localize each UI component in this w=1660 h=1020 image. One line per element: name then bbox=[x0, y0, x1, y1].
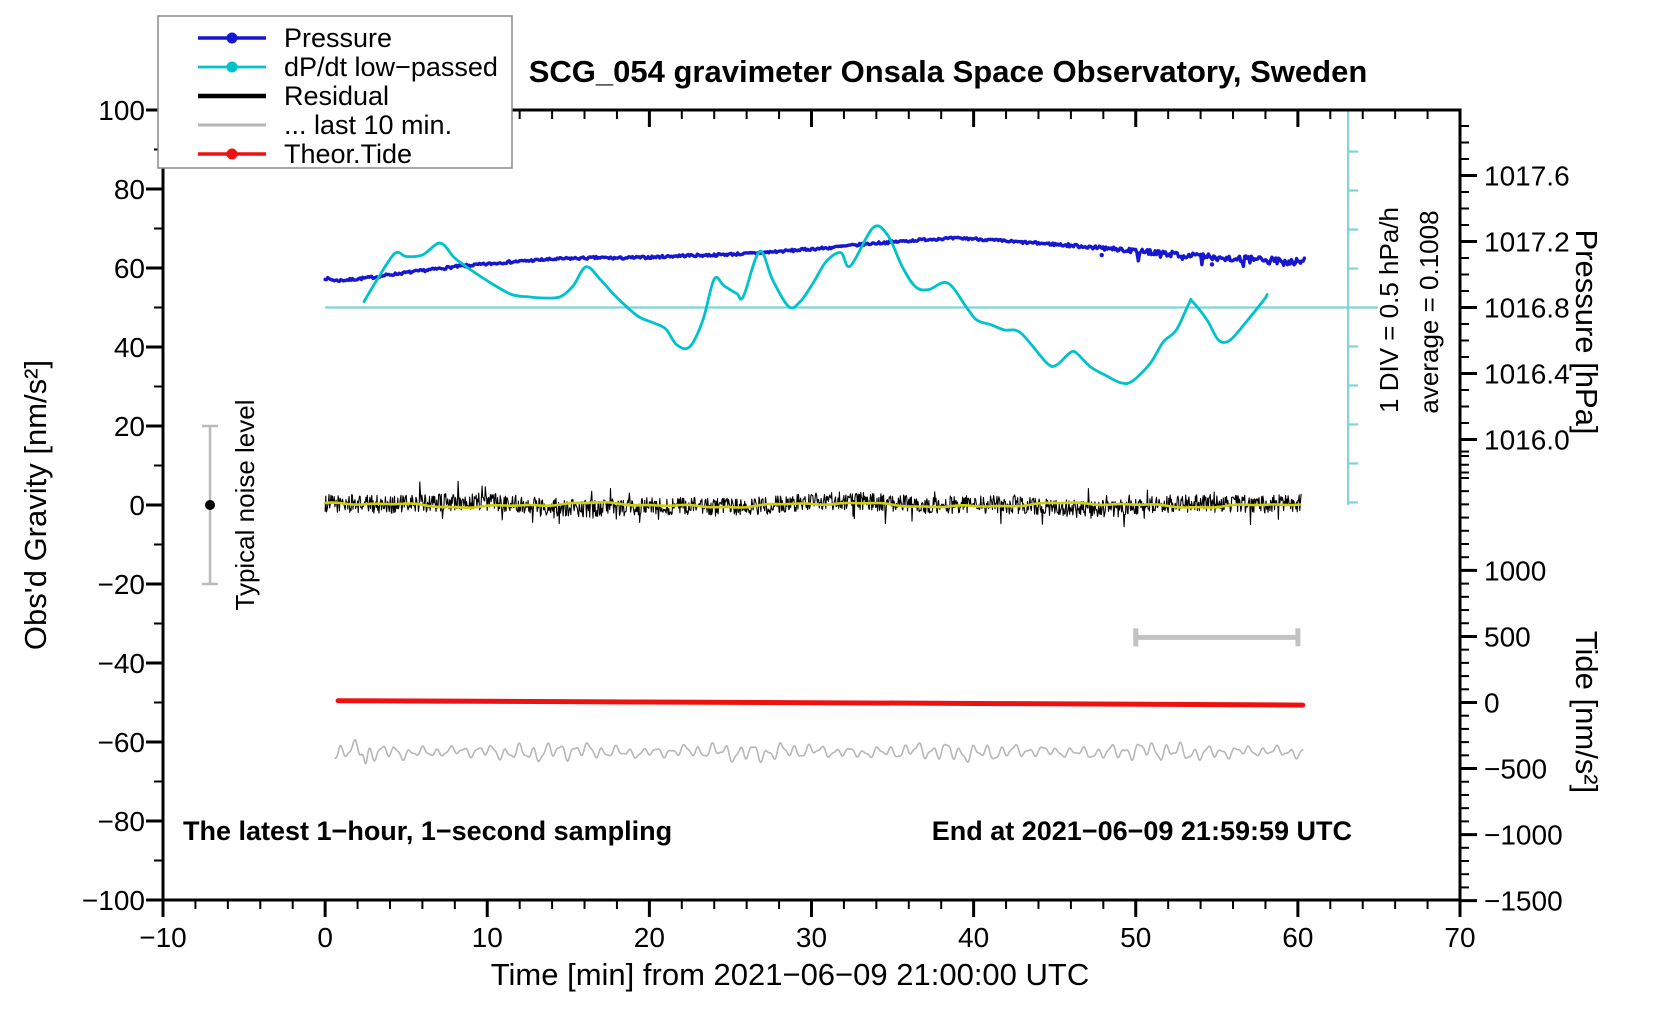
legend-label: Residual bbox=[284, 81, 389, 111]
chart-title: SCG_054 gravimeter Onsala Space Observat… bbox=[529, 54, 1368, 89]
pressure-tick-label: 1017.6 bbox=[1484, 161, 1570, 192]
legend-label: Theor.Tide bbox=[284, 139, 412, 169]
pressure-tick-label: 1016.0 bbox=[1484, 424, 1570, 455]
tide-tick-label: 0 bbox=[1484, 688, 1500, 719]
tide-tick-label: 1000 bbox=[1484, 555, 1546, 586]
gravity-tick-label: 40 bbox=[114, 332, 145, 363]
noise-level-annotation: Typical noise level bbox=[230, 400, 260, 611]
tide-tick-label: −500 bbox=[1484, 754, 1547, 785]
gravity-tick-label: 100 bbox=[98, 95, 145, 126]
tide-axis-title: Tide [nm/s²] bbox=[1569, 631, 1604, 794]
x-tick-label: 0 bbox=[317, 922, 333, 953]
dpdt-series-line bbox=[362, 224, 1269, 386]
gravity-tick-label: −40 bbox=[98, 648, 146, 679]
pressure-axis-title: Pressure [hPa] bbox=[1569, 229, 1604, 434]
x-tick-label: −10 bbox=[139, 922, 187, 953]
y-left-axis-title: Obs'd Gravity [nm/s²] bbox=[18, 360, 53, 650]
gravity-tick-label: 60 bbox=[114, 253, 145, 284]
tide-tick-label: 500 bbox=[1484, 621, 1531, 652]
gravity-tick-label: −20 bbox=[98, 569, 146, 600]
gravity-tick-label: 20 bbox=[114, 411, 145, 442]
noise-level-dot bbox=[205, 500, 216, 510]
gravity-tick-label: −100 bbox=[82, 885, 145, 916]
end-time-text: End at 2021−06−09 21:59:59 UTC bbox=[932, 816, 1352, 846]
legend-label: ... last 10 min. bbox=[284, 110, 452, 140]
gravity-tick-label: 80 bbox=[114, 174, 145, 205]
x-axis-title: Time [min] from 2021−06−09 21:00:00 UTC bbox=[491, 957, 1090, 992]
chart-generated-content: −10 0 10 20 30 40 50 60 70100806040200−20−40−60−… bbox=[82, 95, 1570, 953]
x-tick-label: 20 bbox=[634, 922, 665, 953]
sampling-info-text: The latest 1−hour, 1−second sampling bbox=[183, 816, 672, 846]
legend-dot-marker bbox=[226, 32, 238, 44]
legend-dot-marker bbox=[226, 148, 238, 160]
gravity-tick-label: −60 bbox=[98, 727, 146, 758]
x-tick-label: 40 bbox=[958, 922, 989, 953]
theor-tide-series-line bbox=[335, 698, 1306, 708]
pressure-stray-point bbox=[1209, 262, 1215, 267]
pressure-tick-label: 1016.4 bbox=[1484, 358, 1570, 389]
tide-tick-label: −1000 bbox=[1484, 820, 1563, 851]
x-tick-label: 30 bbox=[796, 922, 827, 953]
average-annotation: average = 0.1008 bbox=[1414, 210, 1444, 413]
legend-dot-marker bbox=[226, 61, 238, 73]
div-scale-annotation: 1 DIV = 0.5 hPa/h bbox=[1374, 207, 1404, 413]
gravity-tick-label: 0 bbox=[129, 490, 145, 521]
residual-series-line bbox=[324, 480, 1302, 528]
pressure-series-line bbox=[323, 235, 1307, 283]
pressure-stray-point bbox=[1099, 252, 1104, 258]
legend-label: Pressure bbox=[284, 23, 392, 53]
pressure-tick-label: 1017.2 bbox=[1484, 227, 1570, 258]
x-tick-label: 60 bbox=[1282, 922, 1313, 953]
legend-box bbox=[157, 15, 513, 169]
x-tick-label: 50 bbox=[1120, 922, 1151, 953]
tide-tick-label: −1500 bbox=[1484, 886, 1563, 917]
last10-series-line bbox=[334, 738, 1304, 765]
x-tick-label: 10 bbox=[472, 922, 503, 953]
pressure-tick-label: 1016.8 bbox=[1484, 293, 1570, 324]
legend-label: dP/dt low−passed bbox=[284, 52, 498, 82]
residual-mean-line bbox=[323, 501, 1302, 509]
gravity-tick-label: −80 bbox=[98, 806, 146, 837]
x-tick-label: 70 bbox=[1444, 922, 1475, 953]
